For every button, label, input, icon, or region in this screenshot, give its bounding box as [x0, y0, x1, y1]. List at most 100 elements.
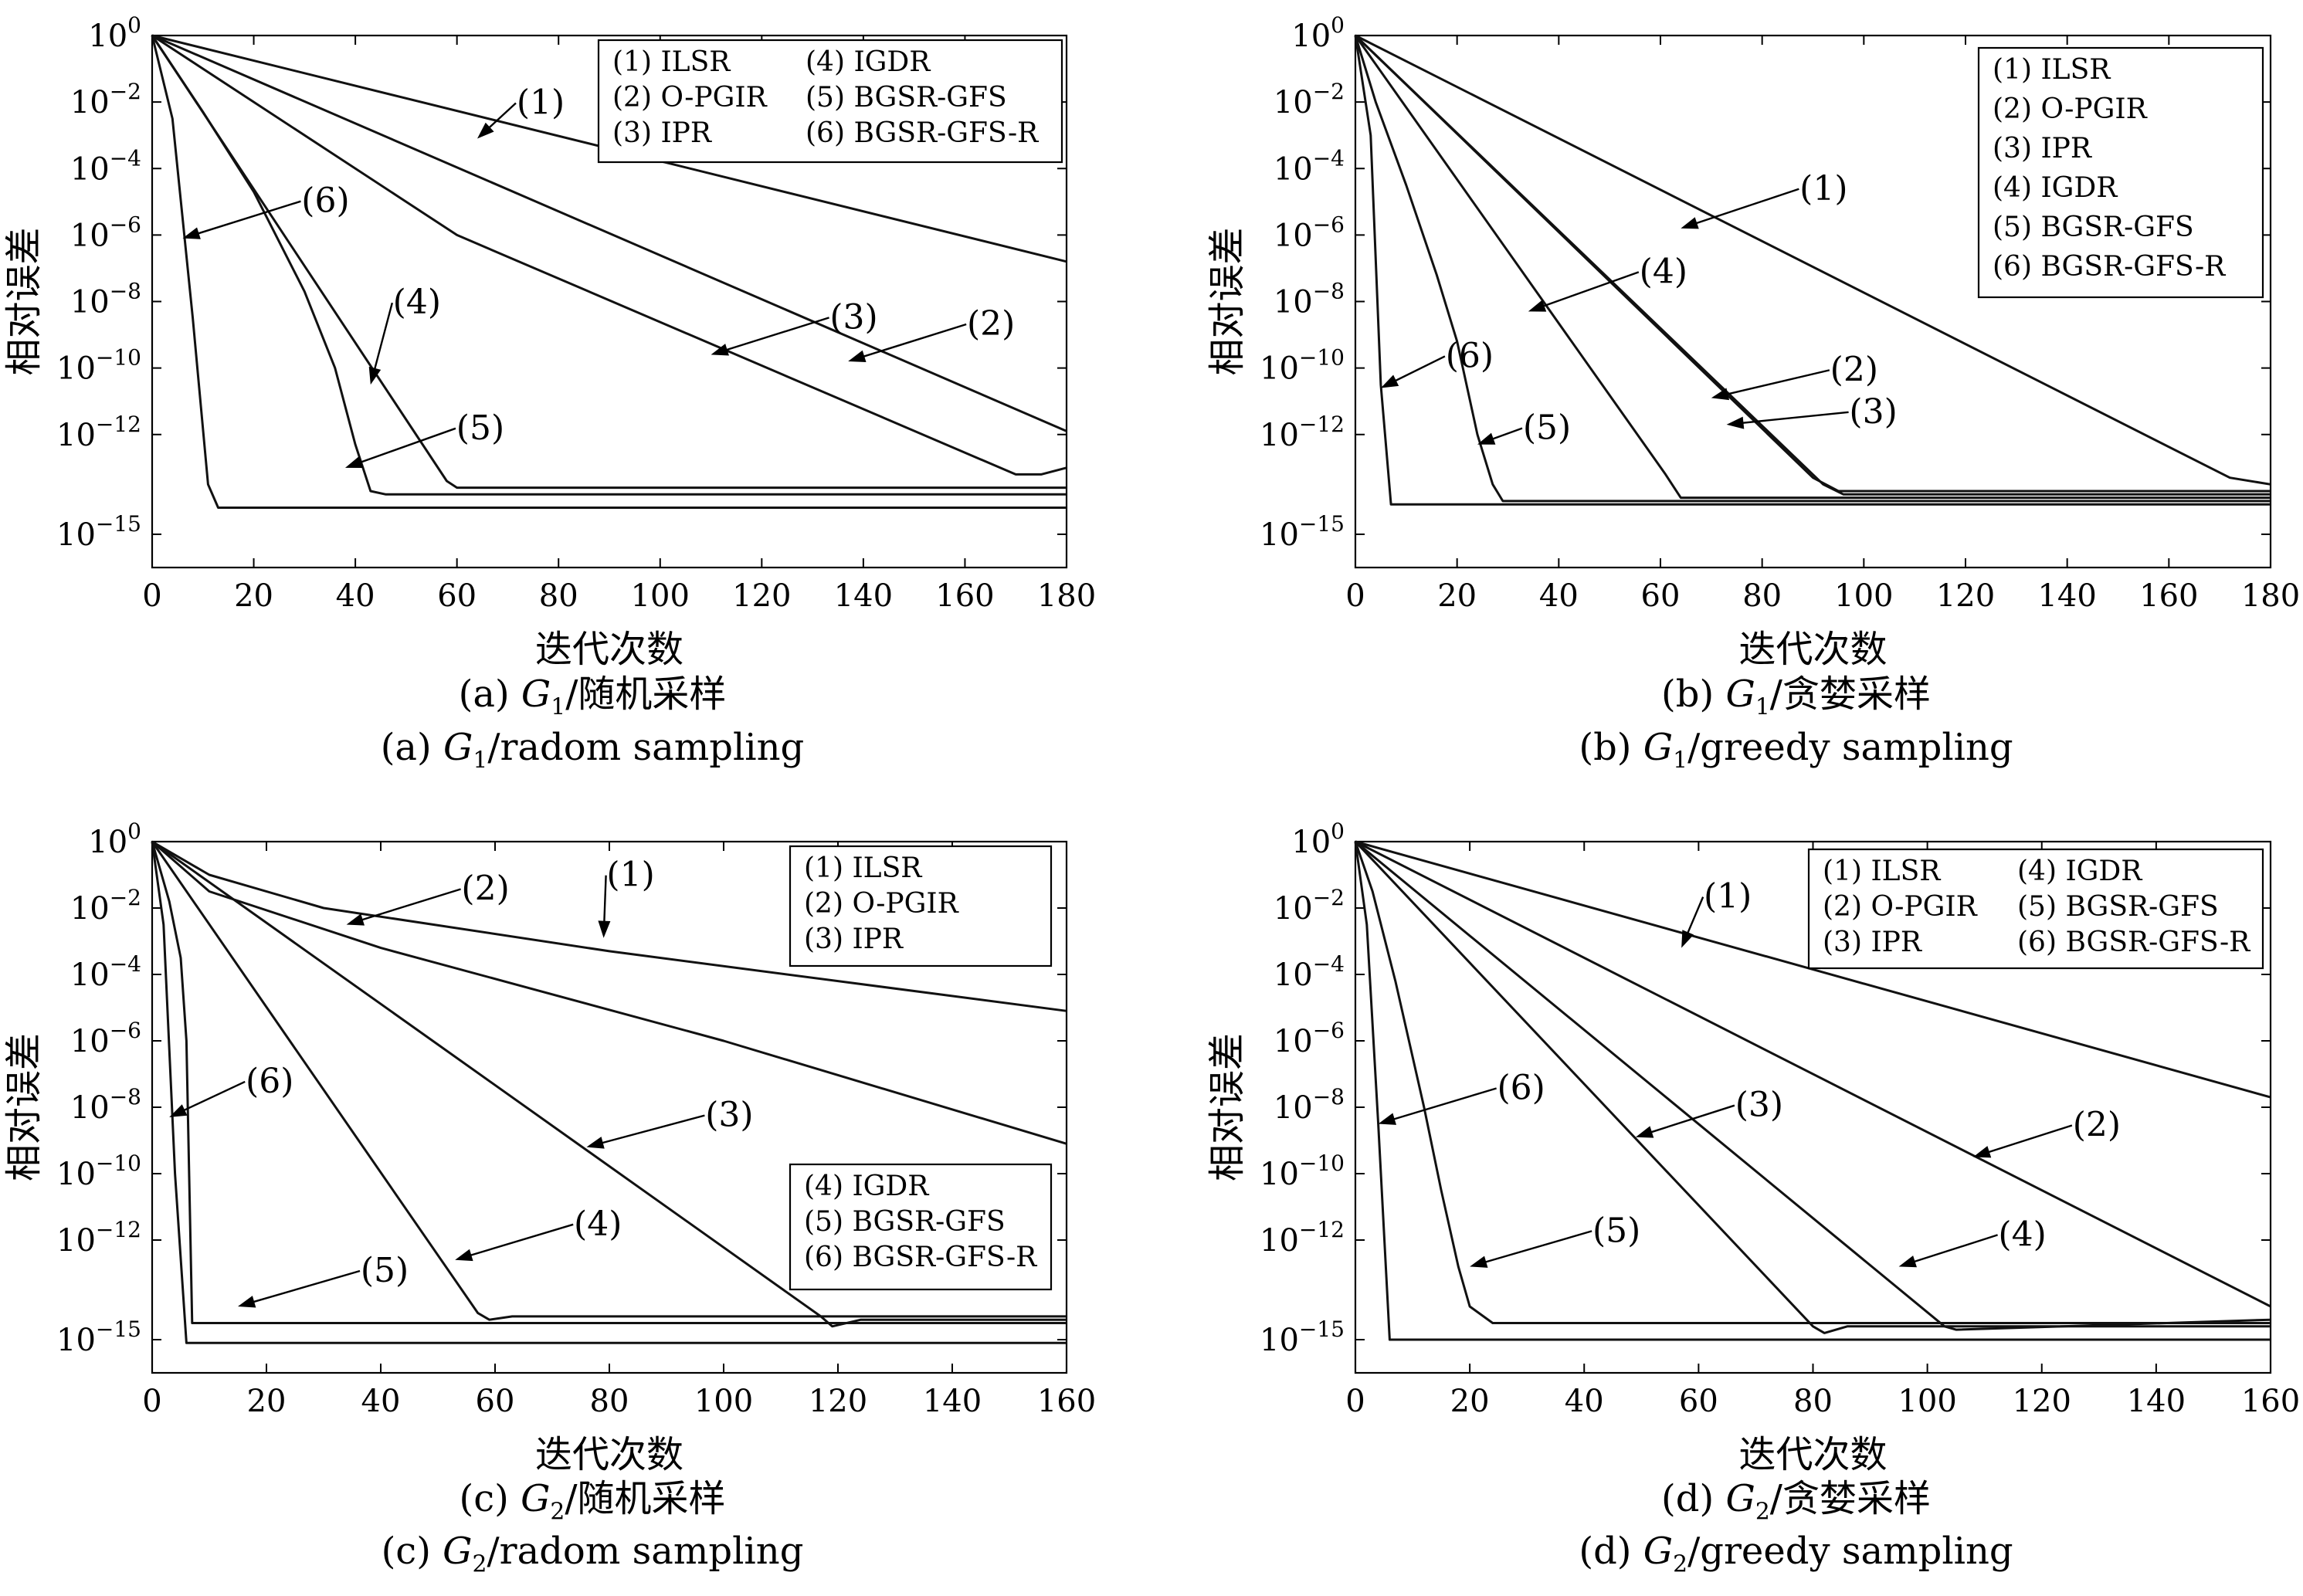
- legend-entry: (3) IPR: [1993, 133, 2092, 164]
- annotation-arrowhead: [1711, 388, 1730, 401]
- y-axis-label: 相对误差: [2, 227, 46, 375]
- y-tick-label: 10−6: [1274, 1018, 1345, 1059]
- annotation-label: (4): [1640, 252, 1687, 291]
- annotation-label: (4): [1998, 1215, 2046, 1254]
- annotation-1: (1): [477, 83, 565, 139]
- annotation-arrowhead: [848, 350, 867, 363]
- series-line-5: [1354, 35, 2271, 503]
- annotation-arrow-line: [248, 1269, 361, 1305]
- legend-entry: (4) IGDR: [1993, 172, 2118, 204]
- annotation-arrowhead: [1380, 374, 1399, 388]
- series-line-1: [1355, 840, 2271, 1099]
- annotation-arrowhead: [238, 1296, 256, 1308]
- annotation-arrow-line: [1389, 355, 1446, 385]
- x-tick-label: 140: [2127, 1384, 2186, 1419]
- annotation-arrow-line: [1737, 411, 1849, 425]
- x-tick-label: 80: [590, 1384, 629, 1419]
- annotation-5: (5): [344, 408, 504, 468]
- annotation-arrow-line: [1721, 369, 1830, 397]
- annotation-label: (5): [361, 1251, 409, 1290]
- legend-box: (1) ILSR (4) IGDR (2) O-PGIR (5) BGSR-GFS (3…: [1807, 848, 2264, 970]
- annotation-2: (2): [1972, 1106, 2121, 1158]
- legend-entry: (1) ILSR: [1823, 856, 1941, 887]
- x-tick-label: 0: [142, 578, 161, 614]
- legend-frame: [789, 1163, 1053, 1291]
- annotation-4: (4): [1528, 252, 1687, 312]
- y-tick-label: 10−4: [70, 145, 141, 187]
- x-tick-label: 100: [631, 578, 690, 614]
- y-axis-label: 相对误差: [2, 1033, 46, 1181]
- legend-frame: [1807, 848, 2264, 970]
- x-tick-label: 80: [1793, 1384, 1833, 1419]
- y-tick-label: 10−8: [70, 279, 141, 320]
- legend-entry: (6) BGSR-GFS-R: [804, 1242, 1037, 1273]
- x-tick-label: 60: [476, 1384, 515, 1419]
- annotation-arrow-line: [1684, 896, 1704, 939]
- series-line-2: [151, 34, 1067, 432]
- series-line-4: [151, 35, 1067, 490]
- legend-entry: (2) O-PGIR: [1993, 93, 2148, 125]
- x-axis-label: 迭代次数: [535, 1433, 683, 1476]
- legend-entry: (5) BGSR-GFS: [1993, 212, 2194, 243]
- caption-cn: (c) G2/随机采样: [459, 1477, 725, 1526]
- annotation-label: (5): [1523, 408, 1571, 448]
- annotation-arrowhead: [455, 1249, 473, 1262]
- annotation-arrow-line: [721, 317, 829, 353]
- annotation-arrow-line: [1538, 271, 1640, 309]
- annotation-arrow-line: [178, 1080, 246, 1114]
- x-tick-label: 100: [1834, 578, 1893, 614]
- legend-entry: (3) IPR: [804, 923, 904, 955]
- annotation-label: (3): [829, 297, 877, 337]
- y-tick-label: 10−2: [1274, 885, 1345, 927]
- y-tick-label: 100: [1291, 818, 1345, 860]
- x-tick-label: 0: [142, 1384, 161, 1419]
- annotation-label: (6): [301, 181, 349, 221]
- x-axis-label: 迭代次数: [535, 628, 683, 671]
- y-tick-label: 10−10: [56, 345, 141, 387]
- annotation-3: (3): [586, 1096, 754, 1149]
- y-tick-label: 10−15: [1260, 511, 1345, 553]
- legend-box: (4) IGDR (5) BGSR-GFS (6) BGSR-GFS-R: [789, 1163, 1053, 1291]
- annotation-arrow-line: [602, 875, 607, 927]
- annotation-1: (1): [1681, 169, 1847, 229]
- annotation-arrowhead: [477, 122, 494, 139]
- annotation-label: (3): [1735, 1086, 1783, 1125]
- annotation-arrow-line: [858, 323, 967, 359]
- caption-en: (c) G2/radom sampling: [382, 1530, 804, 1578]
- annotation-label: (2): [967, 304, 1015, 344]
- y-tick-label: 10−4: [1274, 145, 1345, 187]
- y-tick-label: 10−8: [1274, 1084, 1345, 1126]
- x-tick-label: 120: [732, 578, 791, 614]
- legend-frame: [597, 39, 1063, 164]
- annotation-arrowhead: [1972, 1146, 1992, 1158]
- annotation-label: (3): [705, 1096, 753, 1135]
- series-line-1: [151, 840, 1067, 1012]
- annotation-2: (2): [346, 869, 510, 926]
- y-tick-label: 10−8: [70, 1084, 141, 1126]
- x-axis-label: 迭代次数: [1738, 1433, 1887, 1476]
- x-tick-label: 40: [1539, 578, 1579, 614]
- annotation-6: (6): [182, 181, 350, 239]
- y-tick-label: 10−8: [1274, 279, 1345, 320]
- y-tick-label: 10−15: [56, 1316, 141, 1358]
- x-axis-label: 迭代次数: [1738, 628, 1887, 671]
- legend-frame: [789, 845, 1053, 967]
- y-axis-label: 相对误差: [1206, 227, 1249, 375]
- legend-entry: (4) IGDR: [2017, 856, 2142, 887]
- annotation-4: (4): [368, 283, 441, 385]
- legend-entry: (4) IGDR: [806, 46, 931, 78]
- series-line-3: [1354, 34, 2271, 496]
- caption-cn: (a) G1/随机采样: [459, 673, 727, 721]
- y-tick-label: 10−10: [1260, 345, 1345, 387]
- x-tick-label: 60: [1641, 578, 1681, 614]
- annotation-label: (2): [1830, 350, 1878, 389]
- series-line-2: [1355, 840, 2271, 1308]
- annotation-arrow-line: [1982, 1124, 2073, 1155]
- annotation-label: (2): [2073, 1106, 2121, 1145]
- y-tick-label: 10−10: [1260, 1150, 1345, 1192]
- annotation-arrowhead: [368, 366, 382, 385]
- caption-en: (d) G2/greedy sampling: [1579, 1530, 2013, 1578]
- annotation-6: (6): [169, 1062, 293, 1117]
- annotation-2: (2): [848, 304, 1015, 363]
- y-tick-label: 10−6: [70, 1018, 141, 1059]
